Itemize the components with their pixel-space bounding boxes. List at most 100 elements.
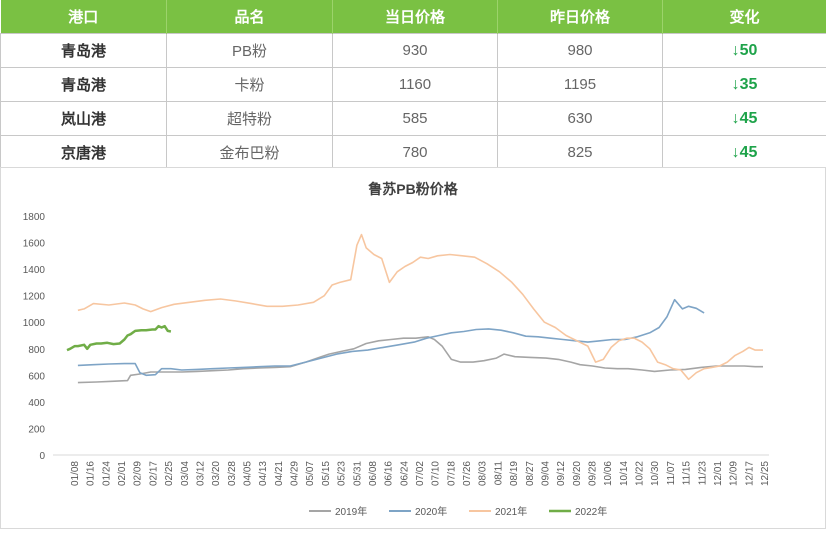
x-tick-label: 08/11 [493,461,504,486]
cell-change: ↓45 [663,136,826,170]
series-line-4 [67,326,171,350]
cell-today-price: 585 [333,102,498,136]
table-row: 岚山港 超特粉 585 630 ↓45 [1,102,826,136]
header-change: 变化 [663,0,826,34]
x-tick-label: 02/09 [133,461,144,486]
x-tick-label: 03/12 [195,461,206,486]
x-tick-label: 11/23 [697,461,708,486]
y-tick-label: 600 [28,371,45,382]
x-tick-label: 07/18 [446,461,457,486]
cell-product: 超特粉 [167,102,333,136]
x-tick-label: 06/08 [368,461,379,486]
x-tick-label: 05/07 [305,461,316,486]
y-tick-label: 400 [28,398,45,409]
x-tick-label: 09/20 [572,461,583,486]
header-yesterday-price: 昨日价格 [498,0,663,34]
x-tick-label: 05/23 [337,461,348,486]
cell-yesterday-price: 980 [498,34,663,68]
x-tick-label: 11/15 [682,461,693,486]
header-port: 港口 [1,0,167,34]
x-tick-label: 08/19 [509,461,520,486]
x-tick-label: 03/04 [180,461,191,486]
x-tick-label: 02/17 [148,461,159,486]
cell-port: 青岛港 [1,68,167,102]
x-tick-label: 05/31 [352,461,363,486]
x-tick-label: 02/25 [164,461,175,486]
x-tick-label: 08/27 [525,461,536,486]
x-tick-label: 04/29 [290,461,301,486]
y-tick-label: 1200 [23,292,46,303]
x-tick-label: 01/16 [86,461,97,486]
x-axis: 01/08 01/16 01/24 02/01 02/09 02/17 02/25 03/04… [70,461,771,486]
x-tick-label: 12/01 [713,461,724,486]
cell-product: PB粉 [167,34,333,68]
series-line-2 [78,300,704,376]
x-tick-label: 09/04 [540,461,551,486]
series-layer [67,235,763,383]
cell-change: ↓50 [663,34,826,68]
y-tick-label: 800 [28,345,45,356]
table-row: 青岛港 PB粉 930 980 ↓50 [1,34,826,68]
x-tick-label: 03/28 [227,461,238,486]
cell-change: ↓45 [663,102,826,136]
chart-title: 鲁苏PB粉价格 [367,181,458,197]
price-chart: 鲁苏PB粉价格 0 200 400 600 800 1000 1200 1400 1600 180… [0,167,826,529]
x-tick-label: 12/17 [744,461,755,486]
cell-today-price: 780 [333,136,498,170]
y-axis: 0 200 400 600 800 1000 1200 1400 1600 1800 [23,212,46,462]
x-tick-label: 03/20 [211,461,222,486]
price-chart-svg: 鲁苏PB粉价格 0 200 400 600 800 1000 1200 1400 1600 180… [1,168,825,528]
x-tick-label: 07/02 [415,461,426,486]
y-tick-label: 0 [39,451,45,462]
cell-yesterday-price: 825 [498,136,663,170]
cell-yesterday-price: 630 [498,102,663,136]
table-header-row: 港口 品名 当日价格 昨日价格 变化 [1,0,826,34]
cell-today-price: 1160 [333,68,498,102]
table-row: 京唐港 金布巴粉 780 825 ↓45 [1,136,826,170]
x-tick-label: 10/06 [603,461,614,486]
x-tick-label: 09/28 [588,461,599,486]
legend: 2019年 2020年 2021年 2022年 [309,505,607,518]
x-tick-label: 10/30 [650,461,661,486]
y-tick-label: 1600 [23,239,46,250]
cell-today-price: 930 [333,34,498,68]
x-tick-label: 04/13 [258,461,269,486]
x-tick-label: 01/24 [101,461,112,486]
legend-label: 2021年 [495,505,527,518]
x-tick-label: 07/10 [431,461,442,486]
cell-port: 京唐港 [1,136,167,170]
header-product: 品名 [167,0,333,34]
legend-label: 2020年 [415,505,447,518]
series-line-3 [78,235,763,380]
header-today-price: 当日价格 [333,0,498,34]
x-tick-label: 10/22 [635,461,646,486]
legend-label: 2019年 [335,505,367,518]
series-line-1 [78,337,763,383]
y-tick-label: 1000 [23,318,46,329]
x-tick-label: 01/08 [70,461,81,486]
x-tick-label: 08/03 [478,461,489,486]
y-tick-label: 1800 [23,212,46,223]
legend-label: 2022年 [575,505,607,518]
y-tick-label: 200 [28,424,45,435]
table-row: 青岛港 卡粉 1160 1195 ↓35 [1,68,826,102]
cell-product: 金布巴粉 [167,136,333,170]
x-tick-label: 05/15 [321,461,332,486]
x-tick-label: 02/01 [117,461,128,486]
y-tick-label: 1400 [23,265,46,276]
x-tick-label: 12/09 [729,461,740,486]
x-tick-label: 09/12 [556,461,567,486]
cell-port: 岚山港 [1,102,167,136]
x-tick-label: 10/14 [619,461,630,486]
x-tick-label: 12/25 [760,461,771,486]
cell-product: 卡粉 [167,68,333,102]
x-tick-label: 06/24 [399,461,410,486]
x-tick-label: 07/26 [462,461,473,486]
x-tick-label: 11/07 [666,461,677,486]
x-tick-label: 04/05 [243,461,254,486]
cell-change: ↓35 [663,68,826,102]
cell-yesterday-price: 1195 [498,68,663,102]
cell-port: 青岛港 [1,34,167,68]
x-tick-label: 04/21 [274,461,285,486]
price-table: 港口 品名 当日价格 昨日价格 变化 青岛港 PB粉 930 980 ↓50 青… [0,0,826,170]
